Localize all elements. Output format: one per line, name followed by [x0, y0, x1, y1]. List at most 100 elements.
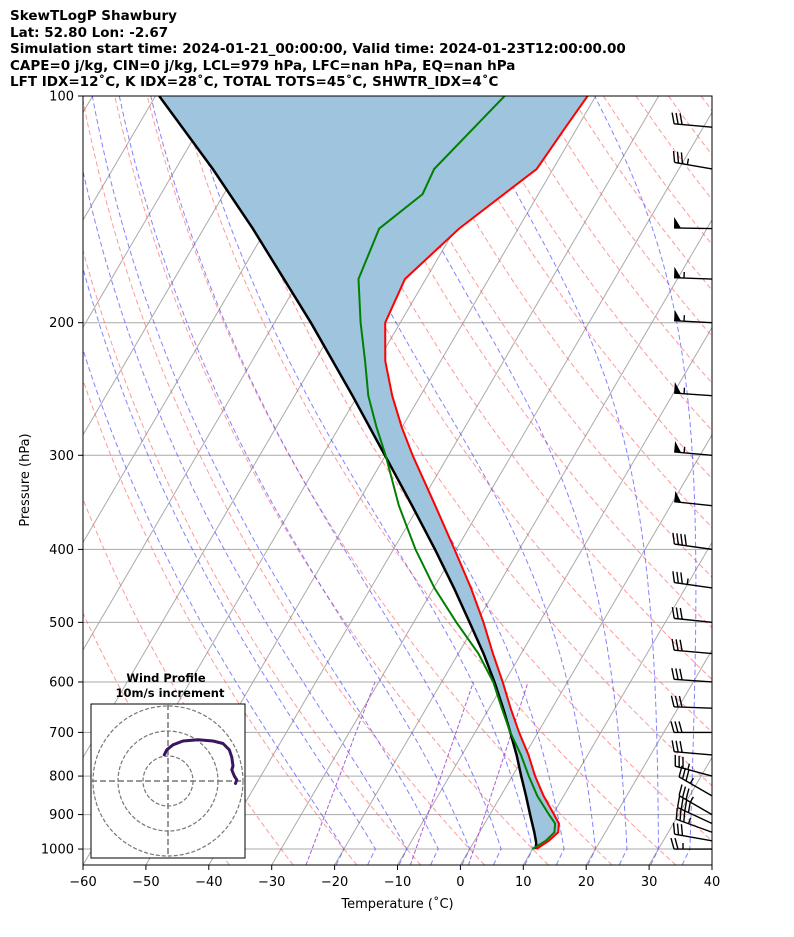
wind-barb-shaft	[674, 678, 713, 683]
wind-barb-shaft	[674, 617, 713, 624]
wind-barb-halffeather	[686, 578, 689, 585]
wind-barb-feather	[679, 607, 683, 620]
isotherm-line	[648, 756, 712, 865]
isotherm-line	[334, 218, 712, 865]
x-tick-label: 0	[456, 875, 464, 890]
wind-barb-feather	[675, 607, 679, 619]
dry-adiabat-line	[146, 96, 613, 865]
isotherm-line	[83, 96, 219, 329]
isotherm-line	[522, 541, 712, 865]
x-tick-label: −30	[258, 875, 285, 890]
wind-barb	[670, 721, 712, 734]
dry-adiabat-line	[309, 96, 712, 681]
wind-barb-halffeather	[689, 796, 694, 803]
cape-cin-shading	[159, 96, 588, 849]
dry-adiabat-line	[83, 97, 485, 865]
wind-barb	[672, 571, 713, 589]
moist-adiabat-line	[366, 96, 628, 865]
wind-barb-shaft	[674, 833, 713, 842]
wind-barb	[672, 532, 713, 551]
moist-adiabat-line	[91, 96, 439, 865]
x-tick-label: −20	[321, 875, 348, 890]
wind-barb-halffeather	[683, 446, 686, 453]
wind-barb-shaft	[674, 581, 713, 589]
wind-barb-feather	[680, 797, 684, 810]
wind-barb-shaft	[677, 806, 713, 825]
wind-barb	[674, 382, 713, 397]
wind-barb-feather	[679, 809, 682, 821]
wind-barb-flag	[674, 266, 682, 278]
wind-barb	[670, 695, 713, 709]
mixing-ratio-line	[305, 681, 376, 865]
wind-barb-feather	[676, 823, 680, 835]
wind-barb	[672, 150, 713, 170]
y-tick-label: 1000	[41, 843, 74, 858]
wind-barbs	[670, 112, 713, 850]
wind-barb	[671, 638, 713, 655]
wind-barb-shaft	[673, 276, 713, 280]
wind-barb	[674, 309, 713, 324]
moist-adiabat-line	[83, 348, 345, 865]
wind-barb-shaft	[678, 794, 713, 816]
moist-adiabat-line	[594, 96, 697, 865]
wind-barb	[670, 837, 712, 850]
x-tick-label: 20	[578, 875, 595, 890]
wind-barb-shaft	[674, 392, 713, 397]
y-tick-label: 300	[49, 449, 74, 464]
wind-barb-shaft	[673, 227, 713, 230]
dry-adiabat-line	[602, 96, 712, 246]
wind-barb-feather	[671, 638, 675, 651]
hodograph-subtitle: 10m/s increment	[116, 686, 225, 700]
y-axis-label: Pressure (hPa)	[18, 433, 33, 526]
wind-barb-feather	[671, 668, 675, 680]
wind-barb-flag	[674, 216, 682, 229]
wind-barb-feather	[671, 607, 675, 619]
y-tick-label: 200	[49, 316, 74, 331]
wind-barb-feather	[672, 532, 676, 545]
y-tick-label: 400	[49, 543, 74, 558]
wind-barb	[673, 266, 713, 280]
mixing-ratio-line	[409, 681, 474, 865]
isotherm-line	[459, 433, 712, 865]
wind-barb-feather	[671, 112, 675, 124]
wind-barb-feather	[674, 695, 679, 708]
wind-barb-feather	[680, 824, 684, 836]
indices-text: LFT IDX=12˚C, K IDX=28˚C, TOTAL TOTS=45˚…	[10, 74, 499, 90]
dry-adiabat-line	[668, 96, 712, 156]
x-tick-label: −40	[195, 875, 222, 890]
y-tick-label: 500	[49, 616, 74, 631]
wind-barb-feather	[679, 113, 683, 125]
axes: −60 −50 −40 −30 −20 −10 0 10 20 30 40 100 200 300 400 5…	[41, 90, 720, 891]
moist-adiabat-line	[83, 168, 408, 865]
wind-barb-feather	[683, 810, 686, 823]
dry-adiabat-line	[700, 96, 712, 112]
sounding-profiles	[158, 96, 589, 850]
wind-barb-shaft	[678, 776, 713, 797]
wind-barb-feather	[679, 639, 683, 652]
moist-adiabat-line	[714, 96, 751, 865]
wind-barb	[671, 740, 713, 756]
wind-barb-shaft	[674, 649, 713, 655]
y-tick-label: 800	[49, 770, 74, 785]
wind-barb-feather	[670, 721, 675, 733]
dry-adiabat-line	[114, 96, 549, 865]
y-tick-label: 700	[49, 726, 74, 741]
hodograph-trace	[162, 738, 239, 785]
wind-barb-feather	[671, 740, 675, 752]
mixing-ratio-line	[468, 681, 529, 865]
moist-adiabat-line	[118, 96, 471, 865]
wind-barb-halffeather	[687, 817, 692, 824]
wind-barb-feather	[680, 572, 683, 584]
wind-barb-feather	[674, 837, 679, 850]
isotherm-line	[585, 648, 712, 865]
isotherm-line	[775, 96, 794, 865]
wind-barb-feather	[672, 571, 676, 583]
dry-adiabat-line	[83, 378, 358, 865]
wind-barb	[671, 668, 713, 683]
wind-barb	[672, 822, 713, 842]
y-tick-label: 600	[49, 675, 74, 690]
parcel-profile-line	[158, 96, 538, 850]
wind-barb-feather	[676, 533, 680, 545]
hodograph-title: Wind Profile	[126, 671, 206, 685]
